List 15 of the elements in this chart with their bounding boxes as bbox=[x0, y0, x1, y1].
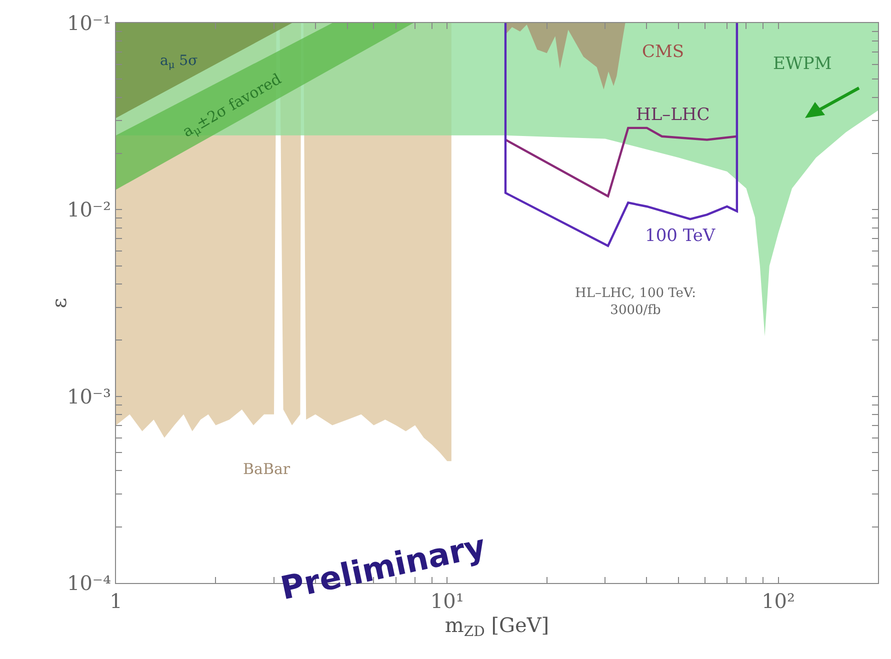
annotation: 100 TeV bbox=[645, 226, 716, 246]
y-tick-label: 10⁻² bbox=[66, 198, 111, 222]
annotation: HL–LHC bbox=[636, 105, 710, 125]
annotation: HL–LHC, 100 TeV: 3000/fb bbox=[575, 286, 696, 318]
annotation: a$_{μ}$ 5σ bbox=[160, 53, 198, 71]
x-tick-label: 10² bbox=[762, 589, 796, 613]
annotation: CMS bbox=[642, 42, 684, 62]
annotation: EWPM bbox=[773, 54, 832, 74]
annotation: BaBar bbox=[243, 460, 291, 478]
y-tick-label: 10⁻⁴ bbox=[66, 571, 111, 595]
y-tick-label: 10⁻³ bbox=[66, 384, 111, 408]
x-axis-title: m$_{ZD}$ [GeV] bbox=[444, 613, 550, 640]
y-axis-title: ε bbox=[47, 298, 71, 308]
x-tick-label: 1 bbox=[110, 589, 122, 613]
y-tick-label: 10⁻¹ bbox=[66, 11, 111, 35]
